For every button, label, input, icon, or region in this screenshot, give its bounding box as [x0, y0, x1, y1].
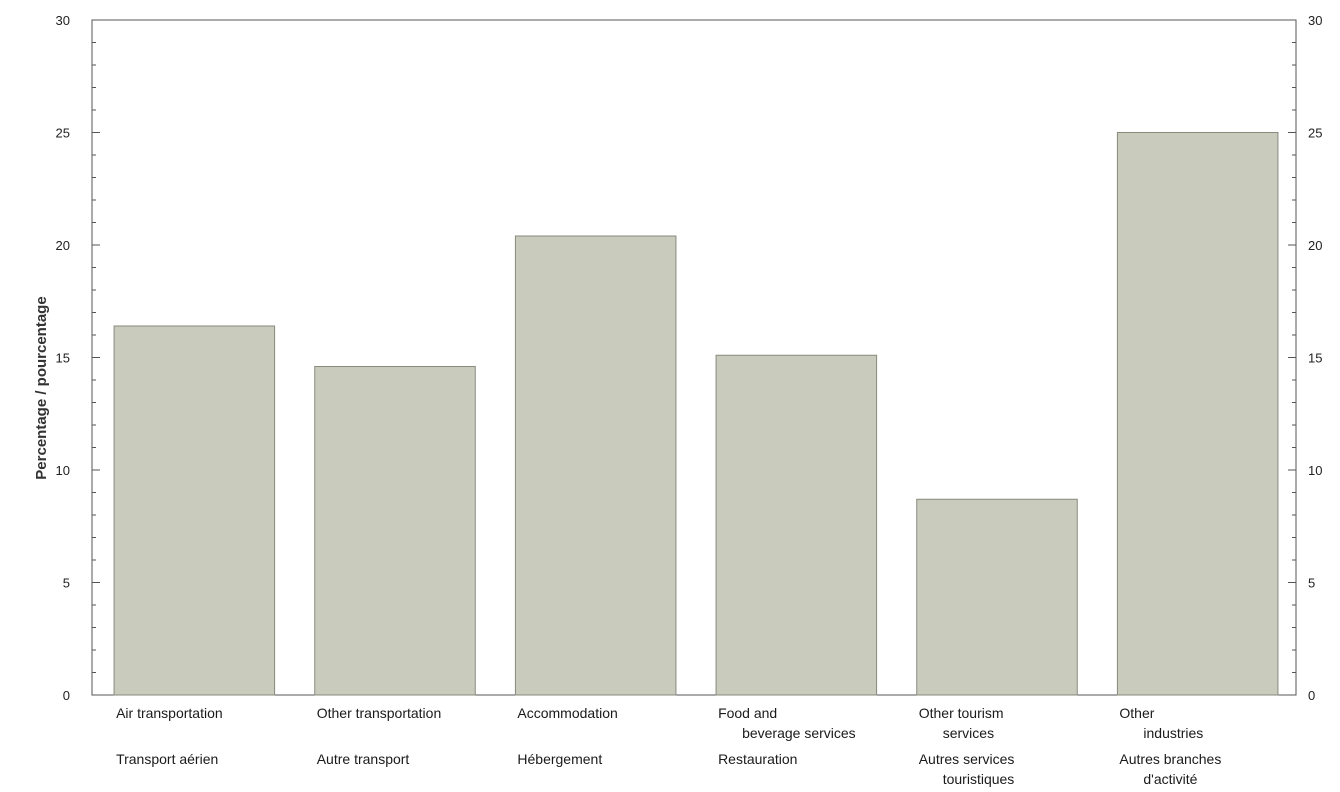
- bar: [514, 235, 677, 696]
- y-axis-left-ticks: 0 5 10 15 20 25 30: [56, 13, 100, 703]
- category-label-en: Other transportation: [317, 705, 442, 721]
- category-label-fr: Transport aérien: [116, 751, 218, 767]
- bars: [113, 132, 1279, 696]
- category-label-en: industries: [1143, 725, 1203, 741]
- category-label-fr: Autres services: [919, 751, 1015, 767]
- category-labels: Air transportation Transport aérien Other …: [116, 705, 1221, 787]
- y-tick-label-left: 20: [56, 238, 70, 253]
- category-label-fr: touristiques: [943, 771, 1015, 787]
- y-tick-label-left: 30: [56, 13, 70, 28]
- y-tick-label-right: 25: [1308, 126, 1322, 141]
- bar: [715, 354, 878, 696]
- y-tick-label-right: 30: [1308, 13, 1322, 28]
- y-tick-label-left: 10: [56, 463, 70, 478]
- y-tick-label-right: 10: [1308, 463, 1322, 478]
- y-tick-label-left: 15: [56, 351, 70, 366]
- category-label-fr: Hébergement: [517, 751, 602, 767]
- y-tick-label-left: 0: [63, 688, 70, 703]
- y-axis-label: Percentage / pourcentage: [33, 296, 50, 479]
- y-tick-label-right: 5: [1308, 576, 1315, 591]
- y-tick-label-right: 20: [1308, 238, 1322, 253]
- y-axis-right-ticks: 0 5 10 15 20 25 30: [1288, 13, 1322, 703]
- bar: [1116, 132, 1279, 696]
- category-label-fr: Restauration: [718, 751, 797, 767]
- y-tick-label-left: 5: [63, 576, 70, 591]
- category-label-fr: Autres branches: [1119, 751, 1221, 767]
- y-tick-label-right: 15: [1308, 351, 1322, 366]
- y-tick-label-right: 0: [1308, 688, 1315, 703]
- category-label-en: beverage services: [742, 725, 856, 741]
- category-label-en: Other: [1119, 705, 1154, 721]
- y-tick-label-left: 25: [56, 126, 70, 141]
- category-label-en: services: [943, 725, 994, 741]
- category-label-en: Accommodation: [517, 705, 617, 721]
- bar: [916, 498, 1078, 696]
- category-label-en: Other tourism: [919, 705, 1004, 721]
- bar: [113, 325, 276, 696]
- category-label-fr: d'activité: [1143, 771, 1197, 787]
- category-label-fr: Autre transport: [317, 751, 410, 767]
- category-label-en: Air transportation: [116, 705, 223, 721]
- bar: [314, 366, 476, 696]
- category-label-en: Food and: [718, 705, 777, 721]
